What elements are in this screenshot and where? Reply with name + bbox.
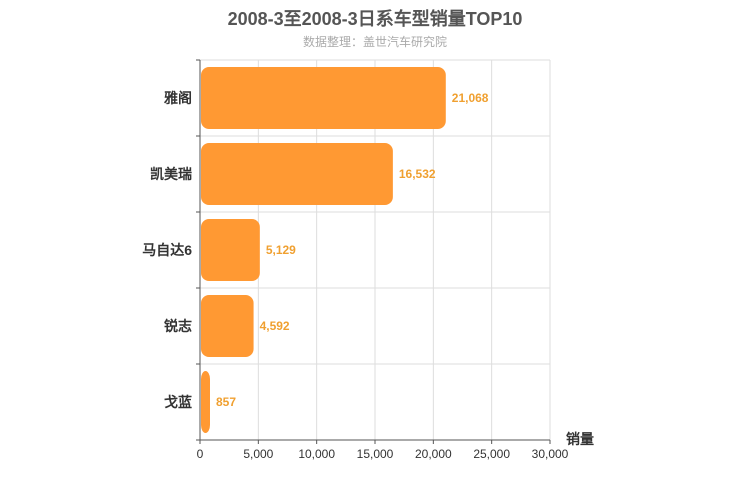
chart-title: 2008-3至2008-3日系车型销量TOP10 <box>227 9 523 29</box>
bar-value-label: 16,532 <box>399 167 436 181</box>
x-tick-label: 25,000 <box>473 447 510 461</box>
bar-value-label: 21,068 <box>452 91 489 105</box>
y-tick-label: 马自达6 <box>142 242 192 258</box>
x-axis-title: 销量 <box>566 431 594 447</box>
bar[interactable] <box>201 219 260 281</box>
bars <box>201 67 446 433</box>
y-tick-label: 雅阁 <box>164 90 192 106</box>
bar[interactable] <box>201 371 210 433</box>
chart-subtitle: 数据整理：盖世汽车研究院 <box>302 35 447 49</box>
bar[interactable] <box>201 67 446 129</box>
x-tick-label: 0 <box>197 447 204 461</box>
y-tick-label: 戈蓝 <box>164 394 192 410</box>
x-tick-label: 15,000 <box>357 447 394 461</box>
x-tick-label: 30,000 <box>532 447 569 461</box>
x-tick-label: 20,000 <box>415 447 452 461</box>
y-tick-label: 凯美瑞 <box>150 166 192 182</box>
x-tick-label: 5,000 <box>243 447 273 461</box>
bar-value-label: 5,129 <box>266 243 296 257</box>
axes <box>196 59 551 444</box>
y-tick-label: 锐志 <box>164 318 192 334</box>
bar-value-label: 4,592 <box>260 319 290 333</box>
bar-value-label: 857 <box>216 395 236 409</box>
bar[interactable] <box>201 143 393 205</box>
bar[interactable] <box>201 295 254 357</box>
labels: 21,068 雅阁 16,532 凯美瑞 5,129 马自达6 4,592 锐志 857 戈蓝 0 5… <box>142 90 568 461</box>
x-tick-label: 10,000 <box>298 447 335 461</box>
